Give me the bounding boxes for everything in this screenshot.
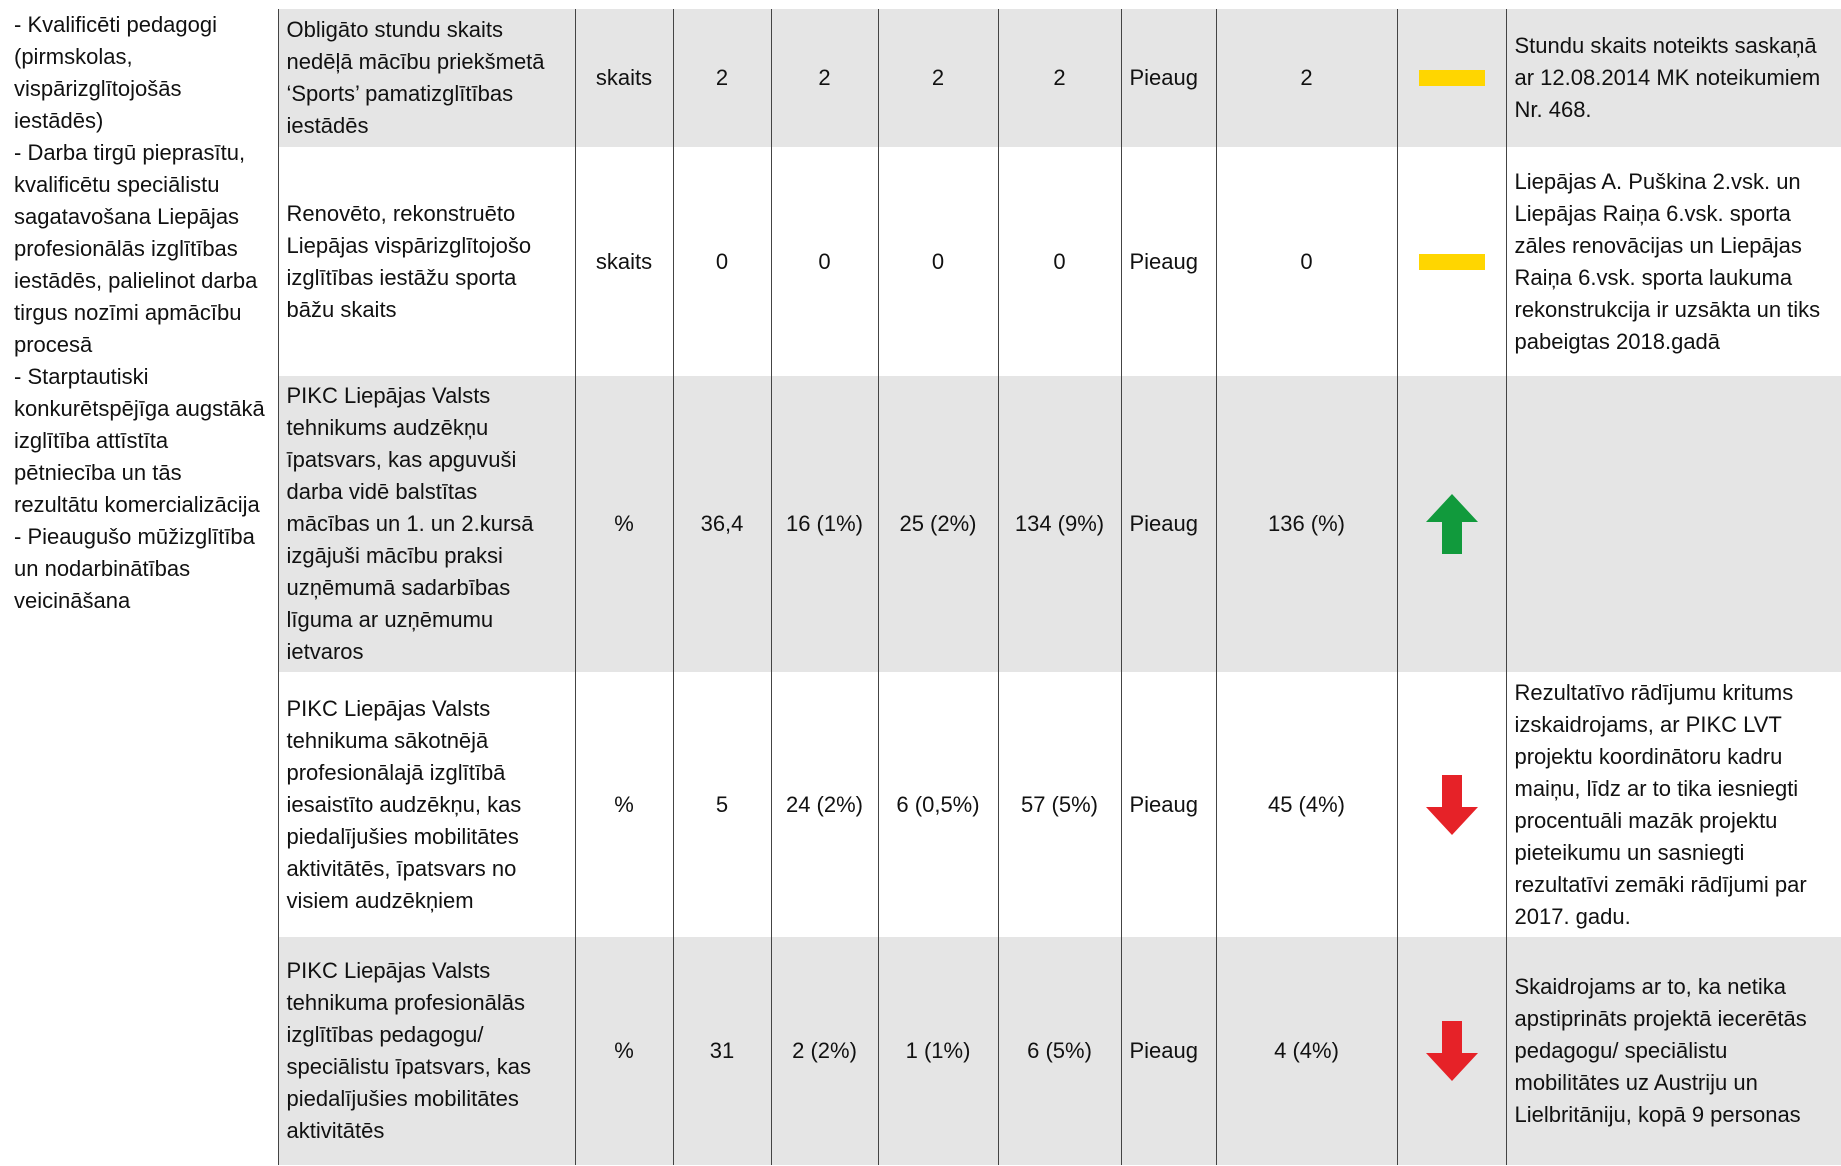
goal-item: - Starptautiski konkurētspējīga augstākā… xyxy=(14,364,265,517)
value-cell: 2 (2%) xyxy=(770,937,878,1165)
target-cell: 2 xyxy=(1215,9,1397,147)
status-cell xyxy=(1396,376,1506,672)
comment-cell: Rezultatīvo rādījumu kri­tums izskaidroj… xyxy=(1505,672,1841,937)
indicator-cell: PIKC Liepājas Valsts tehnikuma sākotnējā… xyxy=(277,672,575,937)
comment-cell: Skaidrojams ar to, ka netika apstiprināt… xyxy=(1505,937,1841,1165)
target-cell: 136 (%) xyxy=(1215,376,1397,672)
table-row: PIKC Liepājas Valsts tehnikums audzēkņu … xyxy=(0,376,1841,672)
status-cell xyxy=(1396,937,1506,1165)
value-cell: 36,4 xyxy=(672,376,771,672)
value-cell: 31 xyxy=(672,937,771,1165)
indicator-cell: Renovēto, rekonstruēto Liepājas vispāriz… xyxy=(277,147,575,376)
target-cell: 4 (4%) xyxy=(1215,937,1397,1165)
comment-cell: Stundu skaits noteikts saskaņā ar 12.08.… xyxy=(1505,9,1841,147)
value-cell: 24 (2%) xyxy=(770,672,878,937)
trend-flat-icon xyxy=(1418,70,1485,86)
comment-cell xyxy=(1505,376,1841,672)
trend-cell: Pieaug xyxy=(1120,376,1216,672)
table-row: PIKC Liepājas Valsts tehnikuma sākotnējā… xyxy=(0,672,1841,937)
indicator-table: - Kvalificēti pedagogi (pirmskolas, visp… xyxy=(0,9,1841,1165)
value-cell: 0 xyxy=(997,147,1121,376)
unit-cell: % xyxy=(574,672,673,937)
value-cell: 57 (5%) xyxy=(997,672,1121,937)
indicator-cell: Obligāto stundu skaits nedēļā mācību pri… xyxy=(277,9,575,147)
trend-cell: Pieaug xyxy=(1120,9,1216,147)
value-cell: 5 xyxy=(672,672,771,937)
target-cell: 0 xyxy=(1215,147,1397,376)
unit-cell: % xyxy=(574,376,673,672)
indicator-cell: PIKC Liepājas Valsts tehnikums audzēkņu … xyxy=(277,376,575,672)
unit-cell: % xyxy=(574,937,673,1165)
value-cell: 2 xyxy=(672,9,771,147)
trend-cell: Pieaug xyxy=(1120,672,1216,937)
value-cell: 6 (5%) xyxy=(997,937,1121,1165)
value-cell: 16 (1%) xyxy=(770,376,878,672)
unit-cell: skaits xyxy=(574,147,673,376)
trend-cell: Pieaug xyxy=(1120,147,1216,376)
value-cell: 134 (9%) xyxy=(997,376,1121,672)
status-cell xyxy=(1396,672,1506,937)
target-cell: 45 (4%) xyxy=(1215,672,1397,937)
trend-flat-icon xyxy=(1418,253,1485,270)
status-cell xyxy=(1396,147,1506,376)
value-cell: 0 xyxy=(877,147,998,376)
table-row: Renovēto, rekonstruēto Liepājas vispāriz… xyxy=(0,147,1841,376)
value-cell: 6 (0,5%) xyxy=(877,672,998,937)
value-cell: 2 xyxy=(877,9,998,147)
value-cell: 1 (1%) xyxy=(877,937,998,1165)
table-row: PIKC Liepājas Valsts tehnikuma profesion… xyxy=(0,937,1841,1165)
comment-cell: Liepājas A. Puškina 2.vsk. un Liepājas R… xyxy=(1505,147,1841,376)
trend-down-icon xyxy=(1425,774,1478,835)
goal-item: - Kvalificēti pedagogi (pirmskolas, visp… xyxy=(14,12,218,133)
status-cell xyxy=(1396,9,1506,147)
value-cell: 2 xyxy=(770,9,878,147)
goals-cell: - Kvalificēti pedagogi (pirmskolas, visp… xyxy=(0,9,278,1165)
unit-cell: skaits xyxy=(574,9,673,147)
value-cell: 25 (2%) xyxy=(877,376,998,672)
trend-down-icon xyxy=(1425,1021,1478,1081)
goal-item: - Pieaugušo mūžizglītība un nodarbinātīb… xyxy=(14,524,255,613)
indicator-cell: PIKC Liepājas Valsts tehnikuma profesion… xyxy=(277,937,575,1165)
trend-up-icon xyxy=(1425,494,1478,554)
value-cell: 0 xyxy=(770,147,878,376)
goal-item: - Darba tirgū pieprasītu, kvalificētu sp… xyxy=(14,140,258,357)
value-cell: 2 xyxy=(997,9,1121,147)
value-cell: 0 xyxy=(672,147,771,376)
trend-cell: Pieaug xyxy=(1120,937,1216,1165)
table-row: - Kvalificēti pedagogi (pirmskolas, visp… xyxy=(0,9,1841,1165)
